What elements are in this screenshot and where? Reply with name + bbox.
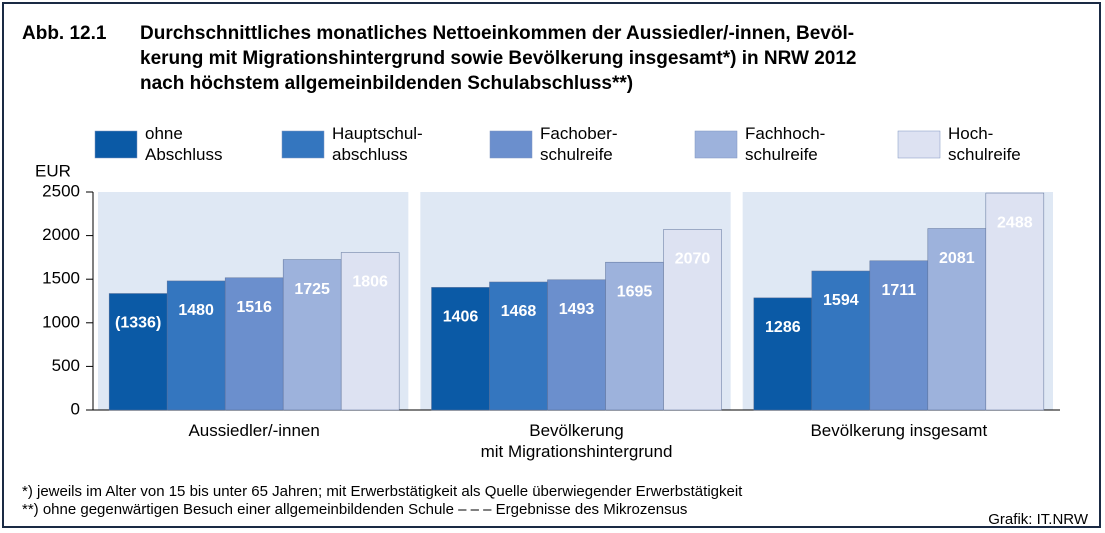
footnote: **) ohne gegenwärtigen Besuch einer allg… bbox=[22, 501, 687, 518]
bar bbox=[811, 270, 871, 411]
figure-label: Abb. 12.1 bbox=[22, 23, 107, 44]
legend-label: Hoch- schulreife bbox=[948, 124, 1021, 164]
chart-title: nach höchstem allgemeinbildenden Schulab… bbox=[140, 73, 633, 94]
data-label: 2070 bbox=[675, 251, 711, 268]
data-label: 1806 bbox=[352, 274, 388, 291]
y-tick-label: 1500 bbox=[42, 269, 80, 288]
x-tick-label: Aussiedler/-innen bbox=[188, 421, 320, 440]
x-tick-label: Bevölkerung insgesamt bbox=[810, 421, 988, 440]
x-tick-label: Bevölkerung mit Migrationshintergrund bbox=[480, 421, 673, 461]
y-tick-label: 1000 bbox=[42, 312, 80, 331]
y-tick-label: 0 bbox=[71, 399, 80, 418]
bar bbox=[985, 192, 1045, 411]
legend-label: ohne Abschluss bbox=[145, 124, 223, 164]
data-label: 1516 bbox=[236, 299, 272, 316]
bar bbox=[166, 280, 226, 411]
legend-swatch bbox=[897, 130, 941, 159]
data-label: 1480 bbox=[178, 302, 214, 319]
bar bbox=[663, 229, 722, 411]
source: Grafik: IT.NRW bbox=[988, 511, 1089, 528]
data-label: 1725 bbox=[294, 281, 330, 298]
data-label: 1468 bbox=[501, 303, 537, 320]
bar bbox=[108, 293, 168, 411]
legend-label: Fachhoch- schulreife bbox=[745, 124, 826, 164]
data-label: 1695 bbox=[617, 283, 653, 300]
chart-title: kerung mit Migrationshintergrund sowie B… bbox=[140, 48, 857, 69]
data-label: 2488 bbox=[997, 214, 1033, 231]
bar bbox=[753, 297, 813, 411]
legend-label: Fachober- schulreife bbox=[540, 124, 618, 164]
bar bbox=[340, 252, 400, 411]
bar bbox=[869, 260, 929, 411]
bar bbox=[547, 279, 606, 411]
data-label: 2081 bbox=[939, 250, 975, 267]
data-label: 1493 bbox=[559, 301, 595, 318]
bar bbox=[224, 277, 284, 411]
y-tick-label: 2500 bbox=[42, 181, 80, 200]
data-label: 1594 bbox=[823, 292, 859, 309]
legend-label: Hauptschul- abschluss bbox=[332, 124, 423, 164]
bar bbox=[431, 287, 490, 411]
data-label: 1286 bbox=[765, 319, 801, 336]
y-tick-label: 2000 bbox=[42, 225, 80, 244]
bar bbox=[489, 281, 548, 411]
legend-swatch bbox=[694, 130, 738, 159]
y-tick-label: 500 bbox=[52, 356, 80, 375]
bar bbox=[605, 261, 664, 411]
footnote: *) jeweils im Alter von 15 bis unter 65 … bbox=[22, 483, 743, 500]
data-label: 1711 bbox=[881, 282, 916, 299]
data-label: (1336) bbox=[115, 315, 161, 332]
chart-title: Durchschnittliches monatliches Nettoeink… bbox=[140, 23, 854, 44]
legend-swatch bbox=[281, 130, 325, 159]
data-label: 1406 bbox=[443, 309, 479, 326]
legend-swatch bbox=[489, 130, 533, 159]
legend-swatch bbox=[94, 130, 138, 159]
y-axis-label: EUR bbox=[35, 161, 71, 180]
